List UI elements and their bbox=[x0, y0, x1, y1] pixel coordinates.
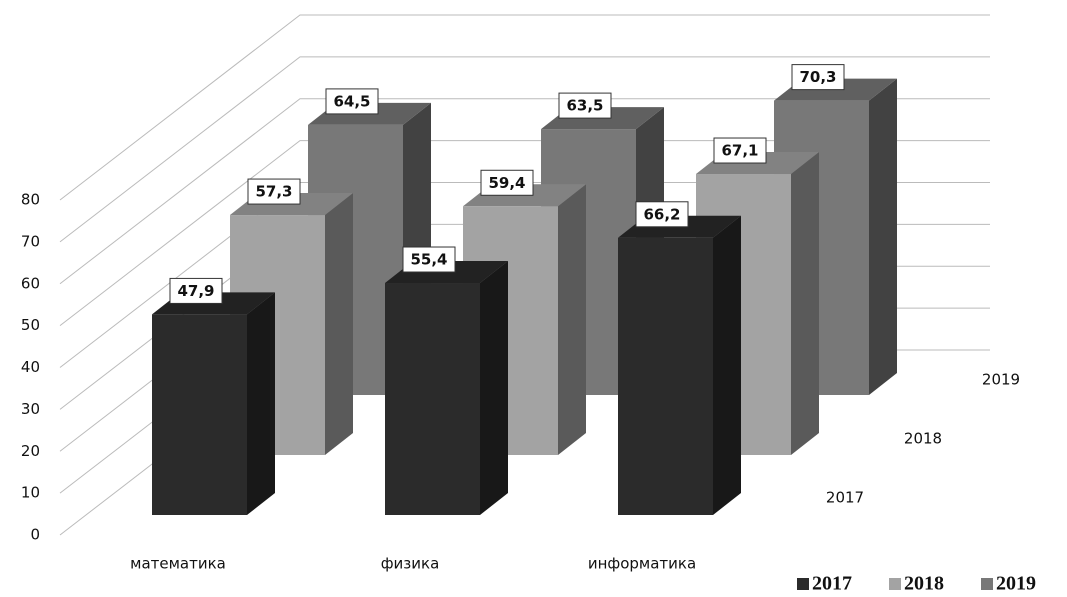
bar bbox=[385, 261, 508, 515]
legend-label: 2018 bbox=[904, 573, 944, 595]
bar-side bbox=[247, 292, 275, 515]
bar-front bbox=[618, 237, 713, 515]
y-tick-label: 20 bbox=[21, 442, 40, 460]
value-label-box bbox=[558, 92, 612, 119]
value-label-box bbox=[402, 246, 456, 273]
value-label-box bbox=[791, 64, 845, 91]
legend-swatch bbox=[797, 578, 809, 590]
y-tick-label: 50 bbox=[21, 316, 40, 334]
value-label: 66,2 bbox=[643, 205, 680, 223]
value-label: 55,4 bbox=[410, 251, 447, 269]
grid-line bbox=[59, 98, 990, 285]
value-label: 67,1 bbox=[721, 142, 758, 160]
value-label-box bbox=[635, 201, 689, 228]
bar-side bbox=[869, 78, 897, 396]
bar-front bbox=[152, 314, 247, 515]
value-label: 57,3 bbox=[255, 183, 292, 201]
bar-side bbox=[791, 152, 819, 456]
y-tick-label: 60 bbox=[21, 274, 40, 292]
y-tick-label: 0 bbox=[30, 526, 40, 544]
y-tick-label: 40 bbox=[21, 358, 40, 376]
bar-side bbox=[480, 261, 508, 515]
bar-side bbox=[558, 184, 586, 455]
value-label-box bbox=[325, 88, 379, 115]
x-tick-label: физика bbox=[381, 555, 440, 573]
value-label-box bbox=[247, 178, 301, 205]
value-label: 59,4 bbox=[488, 174, 525, 192]
grid-line bbox=[59, 56, 990, 243]
grid-line bbox=[59, 14, 990, 201]
y-tick-label: 70 bbox=[21, 232, 40, 250]
bar-side bbox=[325, 193, 353, 455]
value-label: 47,9 bbox=[177, 282, 214, 300]
y-tick-label: 80 bbox=[21, 191, 40, 209]
value-label-box bbox=[169, 277, 223, 304]
legend-label: 2019 bbox=[996, 573, 1036, 595]
y-tick-label: 30 bbox=[21, 400, 40, 418]
x-tick-label: информатика bbox=[588, 555, 696, 573]
value-label: 64,5 bbox=[333, 92, 370, 110]
legend-swatch bbox=[889, 578, 901, 590]
legend-swatch bbox=[981, 578, 993, 590]
y-tick-label: 10 bbox=[21, 484, 40, 502]
bar bbox=[618, 215, 741, 515]
bar-front bbox=[385, 283, 480, 515]
depth-label: 2017 bbox=[826, 489, 864, 507]
value-label-box bbox=[713, 137, 767, 164]
value-label: 63,5 bbox=[566, 97, 603, 115]
value-label: 70,3 bbox=[799, 68, 836, 86]
bar-side bbox=[713, 215, 741, 515]
depth-label: 2019 bbox=[982, 371, 1020, 389]
legend-label: 2017 bbox=[812, 573, 852, 595]
value-label-box bbox=[480, 169, 534, 196]
depth-label: 2018 bbox=[904, 430, 942, 448]
x-tick-label: математика bbox=[130, 555, 226, 573]
bar bbox=[152, 292, 275, 515]
